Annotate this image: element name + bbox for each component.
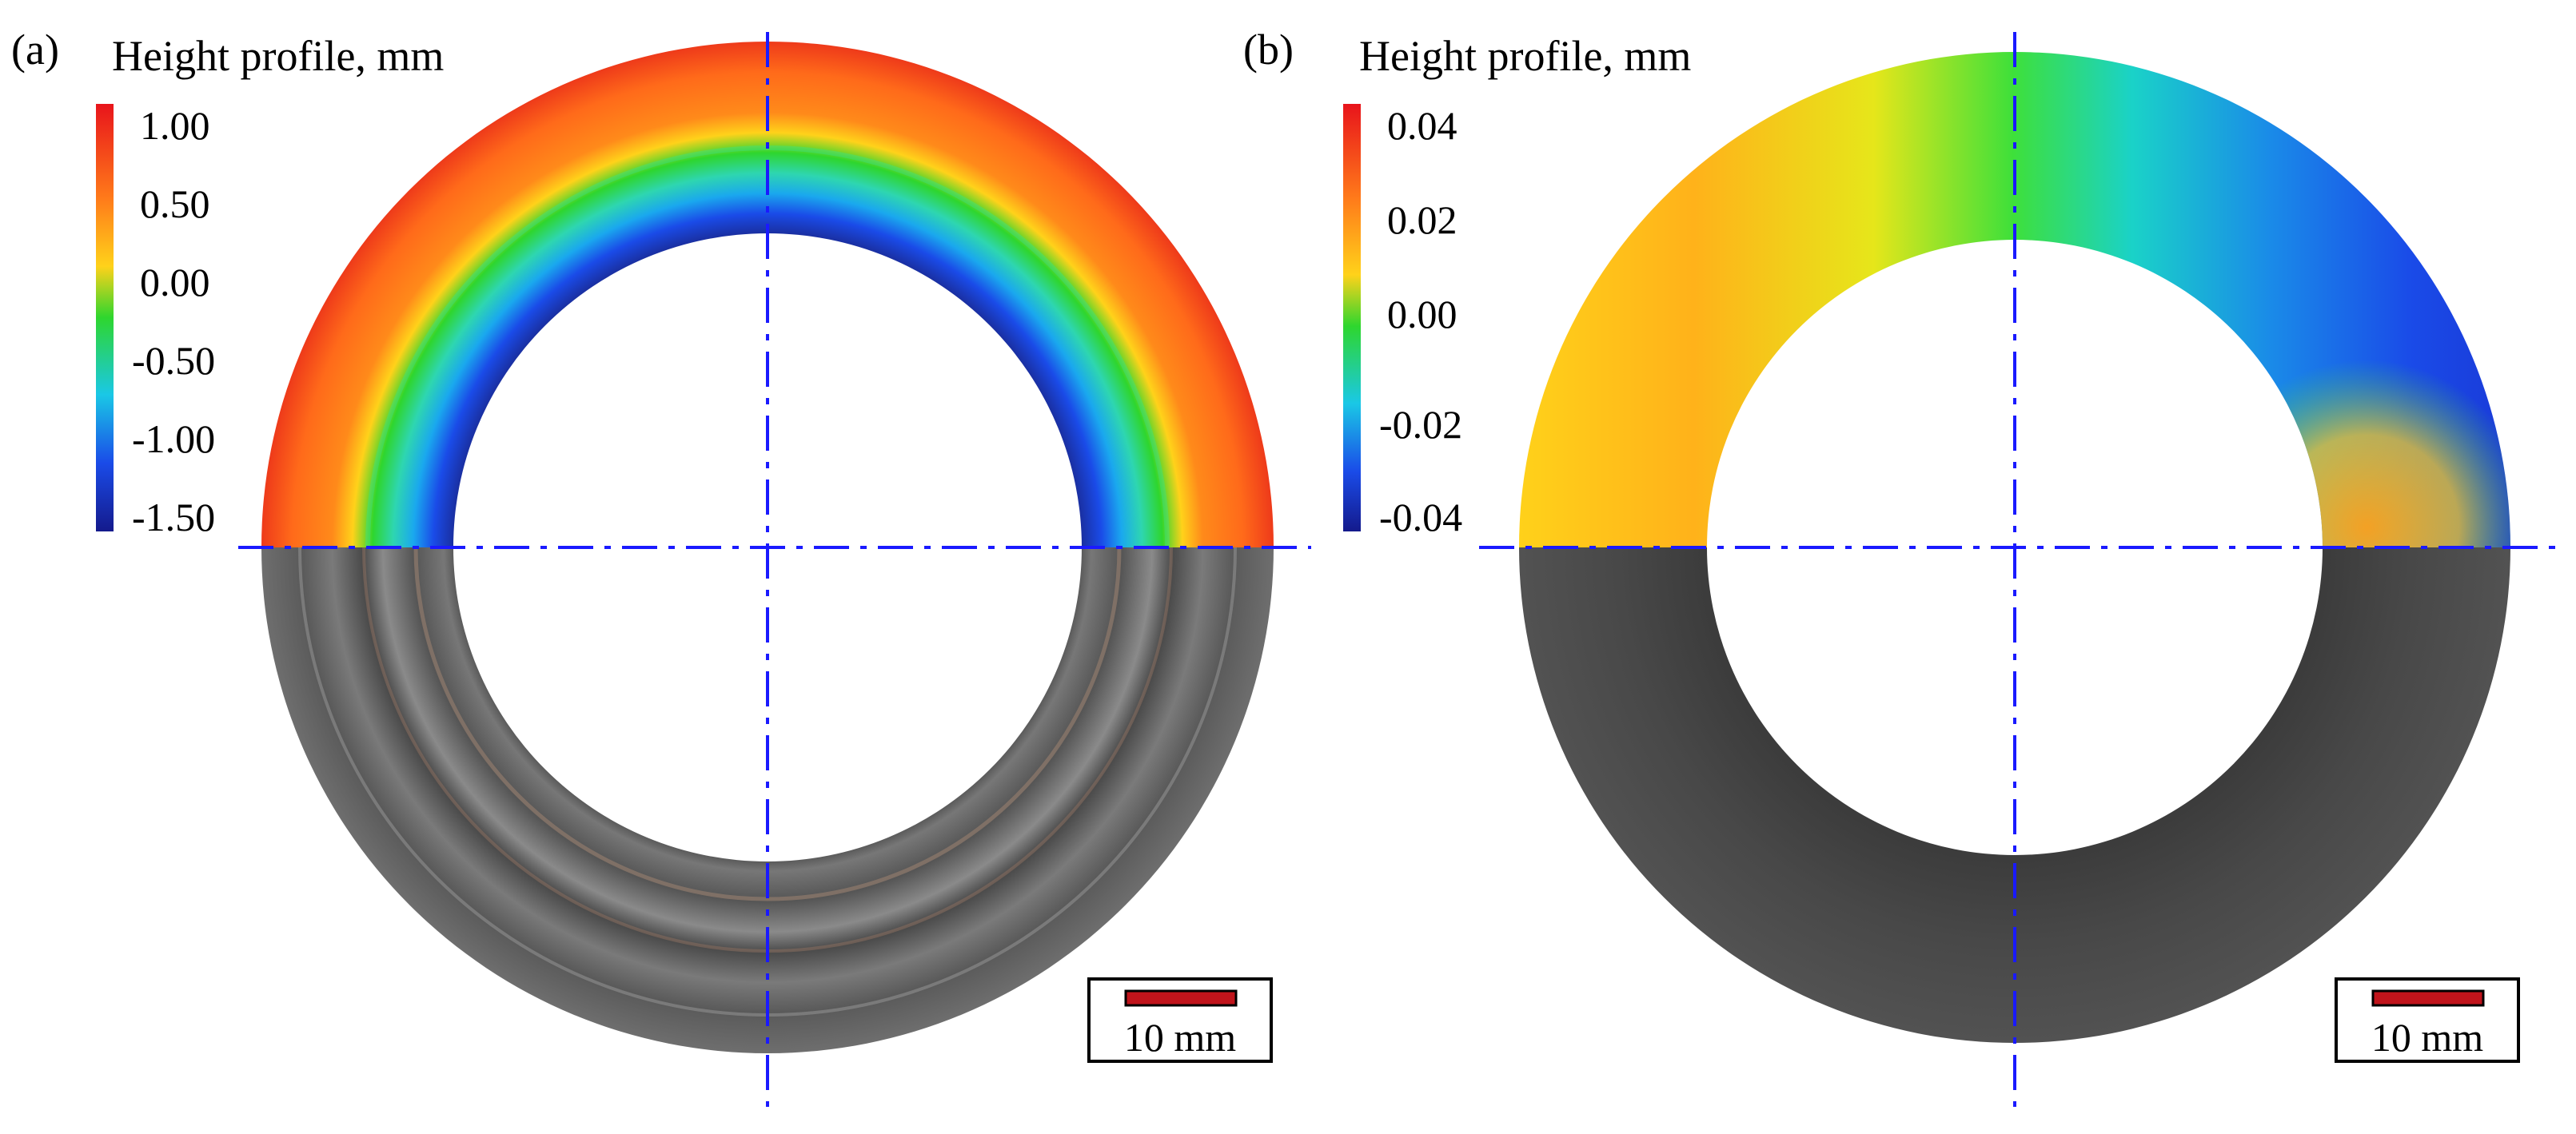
scale-bar-label-b: 10 mm	[2371, 1015, 2483, 1060]
colorbar-a	[96, 104, 114, 531]
tick-label-b-2: 0.02	[1387, 197, 1457, 242]
height-map-b-hotspot	[1519, 52, 2510, 547]
colorbar-title-a: Height profile, mm	[112, 32, 444, 80]
tick-label-b-4: -0.02	[1379, 402, 1462, 447]
scale-bar-a: 10 mm	[1087, 977, 1273, 1063]
tick-label-a-2: 0.50	[140, 181, 210, 226]
tick-label-b-1: 0.04	[1387, 103, 1457, 148]
tick-label-a-5: -1.00	[132, 416, 215, 461]
metal-sample-b	[1519, 547, 2510, 1043]
height-map-a	[261, 42, 1274, 547]
tick-label-a-1: 1.00	[140, 103, 210, 148]
scale-bar-b: 10 mm	[2335, 977, 2520, 1063]
metal-groove-a-1	[413, 547, 1122, 901]
colorbar-ticks-a: 1.00 0.50 0.00 -0.50 -1.00 -1.50	[132, 103, 215, 539]
scale-bar-label-a: 10 mm	[1124, 1015, 1236, 1060]
panel-label-a: (a)	[11, 26, 59, 74]
colorbar-ticks-b: 0.04 0.02 0.00 -0.02 -0.04	[1379, 103, 1462, 539]
tick-label-b-3: 0.00	[1387, 292, 1457, 336]
colorbar-b	[1343, 104, 1361, 531]
panel-label-b: (b)	[1243, 26, 1294, 74]
panel-b: (b) Height profile, mm 0.04 0.02 0.00 -0…	[1243, 26, 2566, 1107]
colorbar-title-b: Height profile, mm	[1359, 32, 1691, 80]
tick-label-a-3: 0.00	[140, 260, 210, 304]
scale-bar-line-a	[1124, 989, 1238, 1007]
tick-label-a-4: -0.50	[132, 338, 215, 383]
panel-a: (a) Height profile, mm 1.00 0.50 0.00 -0…	[11, 26, 1311, 1107]
tick-label-a-6: -1.50	[132, 495, 215, 539]
tick-label-b-5: -0.04	[1379, 495, 1462, 539]
scale-bar-line-b	[2371, 989, 2485, 1007]
metal-sample-a	[261, 547, 1274, 1053]
